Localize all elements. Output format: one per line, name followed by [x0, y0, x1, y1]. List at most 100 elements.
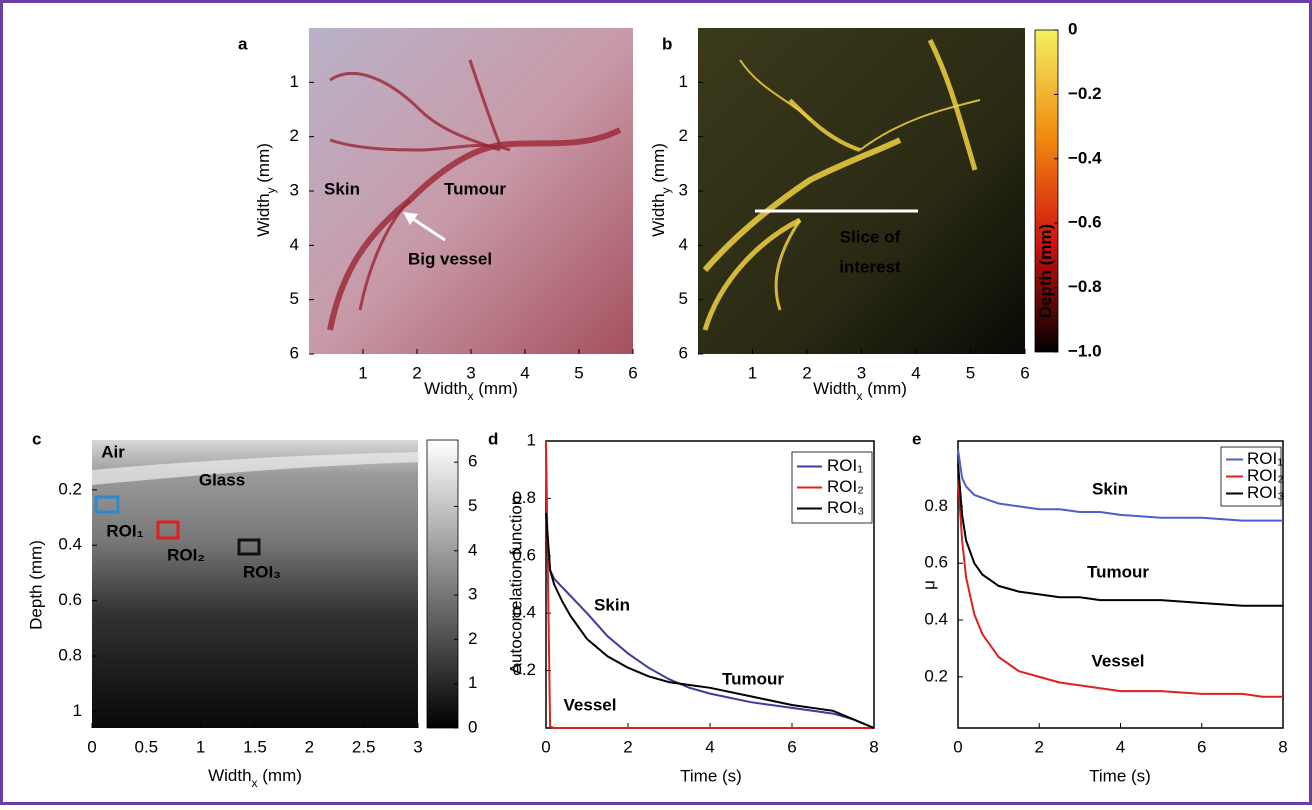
colorbar-tick-label: 5	[468, 496, 477, 515]
annotation: Skin	[324, 179, 360, 198]
panel-label: d	[488, 429, 498, 448]
y-axis-label: Autocorrelation function	[506, 496, 525, 675]
x-tick-label: 3	[413, 737, 422, 756]
x-axis-label: Widthx (mm)	[208, 766, 302, 790]
label-main: Width	[649, 193, 668, 236]
annotation: Skin	[594, 595, 630, 614]
photo	[698, 28, 1025, 354]
colorbar-tick-label: 4	[468, 540, 477, 559]
legend-label: ROI₁	[827, 456, 863, 475]
label-main: Width	[208, 766, 251, 785]
x-tick-label: 2	[623, 737, 632, 756]
y-tick-label: 0.2	[924, 666, 948, 685]
y-tick-label: 1	[290, 72, 299, 91]
x-tick-label: 0	[953, 737, 962, 756]
colorbar	[427, 440, 458, 728]
panel-label: a	[238, 34, 248, 53]
y-axis-label: μ	[919, 580, 938, 590]
x-tick-label: 5	[966, 363, 975, 382]
x-tick-label: 4	[911, 363, 920, 382]
colorbar-tick-label: 1	[468, 673, 477, 692]
panel-label: e	[912, 429, 921, 448]
y-tick-label: 0.2	[58, 479, 82, 498]
annotation: Big vessel	[408, 249, 492, 268]
y-tick-label: 5	[679, 289, 688, 308]
annotation: ROI₃	[243, 562, 281, 581]
y-tick-label: 3	[290, 180, 299, 199]
y-tick-label: 4	[290, 235, 299, 254]
y-tick-label: 0.4	[924, 610, 948, 629]
y-tick-label: 5	[290, 289, 299, 308]
x-tick-label: 2	[1035, 737, 1044, 756]
legend-label: ROI₃	[1247, 483, 1284, 502]
annotation: Air	[101, 442, 125, 461]
label-main: Width	[813, 379, 856, 398]
x-axis-label: Widthx (mm)	[424, 379, 518, 403]
y-tick-label: 0.8	[924, 496, 948, 515]
colorbar-tick-label: 2	[468, 629, 477, 648]
annotation: ROI₁	[106, 521, 143, 540]
x-tick-label: 4	[705, 737, 714, 756]
annotation: ROI₂	[167, 545, 205, 564]
annotation: Vessel	[564, 695, 617, 714]
x-tick-label: 4	[1116, 737, 1125, 756]
x-tick-label: 6	[1197, 737, 1206, 756]
y-tick-label: 2	[290, 126, 299, 145]
x-tick-label: 0	[87, 737, 96, 756]
y-tick-label: 6	[679, 343, 688, 362]
colorbar-tick-label: 0	[468, 717, 477, 736]
figure: a 1 2 3 4 5 6 1 2 3 4 5 6 Widthx (mm) Widthy (mm) Skin T…	[0, 0, 1312, 805]
x-tick-label: 2.5	[352, 737, 376, 756]
annotation: interest	[839, 257, 901, 276]
y-tick-label: 1	[73, 701, 82, 720]
x-tick-label: 5	[574, 363, 583, 382]
y-tick-label: 0.8	[58, 645, 82, 664]
x-tick-label: 2	[802, 363, 811, 382]
x-tick-label: 0.5	[135, 737, 159, 756]
legend-label: ROI₃	[827, 498, 864, 517]
x-axis-label: Time (s)	[1089, 766, 1151, 785]
x-axis-label: Time (s)	[680, 766, 742, 785]
x-tick-label: 0	[541, 737, 550, 756]
label-unit: (mm)	[474, 379, 518, 398]
y-tick-label: 0.6	[924, 553, 948, 572]
y-axis-label: Widthy (mm)	[649, 143, 673, 237]
colorbar-tick-label: 3	[468, 585, 477, 604]
colorbar-tick-label: −0.8	[1068, 277, 1102, 296]
x-tick-label: 1	[358, 363, 367, 382]
colorbar-tick-label: 0	[1068, 19, 1077, 38]
annotation: Tumour	[1087, 562, 1149, 581]
x-tick-label: 4	[520, 363, 529, 382]
panel-label: b	[662, 34, 672, 53]
y-tick-label: 1	[527, 430, 536, 449]
x-tick-label: 2	[305, 737, 314, 756]
x-tick-label: 8	[869, 737, 878, 756]
annotation: Glass	[199, 470, 245, 489]
colorbar-tick-label: −0.4	[1068, 148, 1102, 167]
y-tick-label: 1	[679, 72, 688, 91]
x-tick-label: 8	[1278, 737, 1287, 756]
colorbar-label: Depth (mm)	[1036, 224, 1055, 318]
label-unit: (mm)	[258, 766, 302, 785]
colorbar-tick-label: −0.2	[1068, 84, 1102, 103]
colorbar-tick-label: 6	[468, 452, 477, 471]
x-tick-label: 6	[628, 363, 637, 382]
label-unit: (mm)	[649, 143, 668, 187]
label-main: Width	[254, 193, 273, 236]
annotation: Skin	[1092, 479, 1128, 498]
y-tick-label: 2	[679, 126, 688, 145]
y-tick-label: 4	[679, 235, 688, 254]
x-axis-label: Widthx (mm)	[813, 379, 907, 403]
x-tick-label: 1	[748, 363, 757, 382]
annotation: Vessel	[1092, 651, 1145, 670]
annotation: Tumour	[722, 669, 784, 688]
colorbar-tick-label: −0.6	[1068, 213, 1102, 232]
label-unit: (mm)	[863, 379, 907, 398]
y-axis-label: Depth (mm)	[26, 540, 45, 630]
annotation: Slice of	[840, 227, 901, 246]
panel-label: c	[32, 429, 41, 448]
label-unit: (mm)	[254, 143, 273, 187]
y-tick-label: 0.4	[58, 535, 82, 554]
annotation: Tumour	[444, 179, 506, 198]
x-tick-label: 6	[1020, 363, 1029, 382]
